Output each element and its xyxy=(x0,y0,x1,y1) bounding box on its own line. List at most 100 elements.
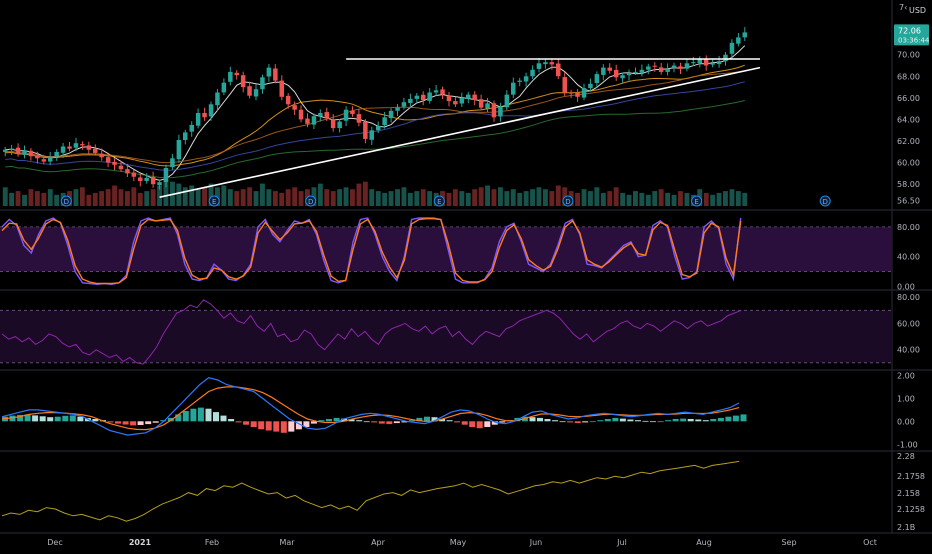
candle-body xyxy=(234,72,239,76)
rising-trendline[interactable] xyxy=(159,66,761,198)
macd-histogram-bar xyxy=(9,415,16,422)
candle-body xyxy=(253,89,259,97)
volume-bar xyxy=(452,189,458,206)
candle-body xyxy=(369,130,374,140)
macd-histogram-bar xyxy=(574,421,581,424)
volume-bar xyxy=(633,191,638,206)
price-axis-tick: 60.00 xyxy=(897,159,920,168)
candle-body xyxy=(163,168,169,182)
event-marker-dot[interactable] xyxy=(691,195,703,207)
ratio-panel[interactable]: 2.28 2.1758 2.158 2.1258 2.1B xyxy=(1,452,925,532)
candle-body xyxy=(511,82,516,95)
volume-bar xyxy=(742,192,748,206)
macd-histogram-bar xyxy=(416,417,423,422)
event-marker[interactable]: E xyxy=(691,195,703,207)
event-marker-dot[interactable] xyxy=(433,195,445,207)
event-marker-dot[interactable] xyxy=(60,195,72,207)
macd-histogram-bar xyxy=(710,419,717,422)
macd-histogram-bar xyxy=(469,421,476,427)
event-marker[interactable]: D xyxy=(819,195,831,207)
time-axis-tick: Dec xyxy=(47,538,62,547)
macd-histogram-bar xyxy=(499,421,506,423)
volume-bar xyxy=(41,192,47,206)
macd-histogram-bar xyxy=(612,417,619,422)
volume-bar xyxy=(472,189,478,206)
rsi-line xyxy=(1,299,742,365)
candle-body xyxy=(562,77,567,93)
time-axis-tick: Jul xyxy=(616,538,627,547)
ma-blue-line xyxy=(5,81,745,171)
candle-body xyxy=(35,155,40,159)
macd-histogram-bar xyxy=(197,407,204,422)
event-marker-dot[interactable] xyxy=(562,195,574,207)
candle-body xyxy=(395,107,400,111)
macd-histogram-bar xyxy=(137,421,144,425)
candle-body xyxy=(3,149,8,152)
ratio-axis-tick: 2.1258 xyxy=(897,505,925,514)
volume-bar xyxy=(105,189,111,206)
candle-body xyxy=(22,150,27,155)
time-axis-tick: Mar xyxy=(279,538,295,547)
time-axis-tick: May xyxy=(450,538,467,547)
macd-axis-tick: -1.00 xyxy=(897,440,918,449)
event-marker[interactable]: D xyxy=(305,195,317,207)
candle-body xyxy=(440,89,445,95)
event-marker-label: E xyxy=(212,198,216,206)
volume-bar xyxy=(555,185,561,206)
macd-histogram-bar xyxy=(258,421,265,430)
ma-orange-line xyxy=(5,64,745,167)
candle-body xyxy=(703,59,709,66)
event-marker-label: D xyxy=(64,198,69,206)
macd-histogram-bar xyxy=(567,421,574,423)
volume-bar xyxy=(86,194,92,206)
volume-bar xyxy=(362,181,368,206)
volume-bar xyxy=(723,191,728,206)
candle-body xyxy=(330,119,336,129)
macd-histogram-bar xyxy=(680,418,687,422)
candle-body xyxy=(646,66,651,70)
macd-histogram-bar xyxy=(544,419,551,422)
event-marker[interactable]: E xyxy=(433,195,445,207)
candle-body xyxy=(556,63,561,77)
volume-bar xyxy=(240,189,246,206)
volume-bar xyxy=(79,187,85,206)
macd-histogram-bar xyxy=(371,421,378,423)
volume-bar xyxy=(73,189,79,206)
candle-body xyxy=(343,109,349,121)
event-marker-dot[interactable] xyxy=(208,195,220,207)
macd-histogram-bar xyxy=(725,416,732,422)
time-axis[interactable]: Dec 2021 Feb Mar Apr May Jun Jul Aug Sep Oct xyxy=(47,538,877,547)
candle-body xyxy=(652,65,657,67)
price-axis-tick: 66.00 xyxy=(897,94,920,103)
time-axis-tick: Oct xyxy=(863,538,877,547)
volume-bar xyxy=(407,192,413,206)
stochastic-panel[interactable]: 80.00 40.00 0.00 xyxy=(0,217,920,292)
volume-bar xyxy=(549,191,555,206)
macd-panel[interactable]: 2.00 1.00 0.00 -1.00 xyxy=(1,371,918,449)
rsi-panel[interactable]: 80.00 60.00 40.00 xyxy=(0,293,920,365)
macd-axis-tick: 1.00 xyxy=(897,394,915,403)
event-marker[interactable]: E xyxy=(208,195,220,207)
macd-histogram-bar xyxy=(280,421,287,433)
event-marker[interactable]: D xyxy=(60,195,72,207)
event-marker-dot[interactable] xyxy=(305,195,317,207)
macd-histogram-bar xyxy=(310,421,317,424)
candle-body xyxy=(105,157,111,163)
volume-bar xyxy=(195,189,201,206)
volume-bar xyxy=(227,189,233,206)
volume-bar xyxy=(266,189,272,206)
macd-histogram-bar xyxy=(220,415,227,422)
volume-bar xyxy=(260,183,265,206)
candle-body xyxy=(318,113,323,117)
ma-green-line xyxy=(5,100,745,179)
macd-histogram-bar xyxy=(235,421,242,423)
event-marker-dot[interactable] xyxy=(819,195,831,207)
candle-body xyxy=(466,94,471,99)
event-marker[interactable]: D xyxy=(562,195,574,207)
macd-histogram-bar xyxy=(32,415,39,422)
price-panel[interactable]: D E D E D E D 70.00 68.00 66.00 64.00 62.00 60.00 58.… xyxy=(2,3,930,207)
macd-histogram-bar xyxy=(642,420,649,422)
volume-bar xyxy=(504,191,510,206)
